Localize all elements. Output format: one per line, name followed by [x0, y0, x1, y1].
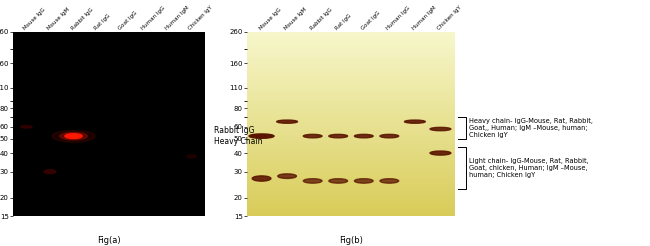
Text: Heavy chain- IgG-Mouse, Rat, Rabbit,
Goat,, Human; IgM –Mouse, human;
Chicken Ig: Heavy chain- IgG-Mouse, Rat, Rabbit, Goa… — [469, 118, 593, 138]
Ellipse shape — [380, 179, 398, 183]
Ellipse shape — [278, 174, 296, 178]
Ellipse shape — [329, 179, 348, 183]
Ellipse shape — [277, 120, 298, 123]
Text: Fig(b): Fig(b) — [339, 236, 363, 245]
Ellipse shape — [380, 134, 398, 138]
Text: Light chain- IgG-Mouse, Rat, Rabbit,
Goat, chicken, Human; IgM –Mouse,
human; Ch: Light chain- IgG-Mouse, Rat, Rabbit, Goa… — [469, 158, 589, 178]
Ellipse shape — [252, 176, 271, 181]
Ellipse shape — [329, 134, 348, 138]
Ellipse shape — [65, 134, 82, 138]
Ellipse shape — [52, 130, 95, 142]
Ellipse shape — [304, 134, 322, 138]
Ellipse shape — [430, 127, 451, 131]
Ellipse shape — [354, 134, 373, 138]
Ellipse shape — [304, 179, 322, 183]
Text: Rabbit IgG
Heavy Chain: Rabbit IgG Heavy Chain — [214, 126, 263, 146]
Ellipse shape — [249, 134, 274, 138]
Text: Fig(a): Fig(a) — [97, 236, 121, 245]
Ellipse shape — [21, 125, 32, 128]
Ellipse shape — [60, 132, 87, 140]
Ellipse shape — [354, 179, 373, 183]
Ellipse shape — [430, 151, 451, 155]
Ellipse shape — [187, 155, 196, 158]
Ellipse shape — [44, 170, 56, 174]
Ellipse shape — [404, 120, 425, 123]
